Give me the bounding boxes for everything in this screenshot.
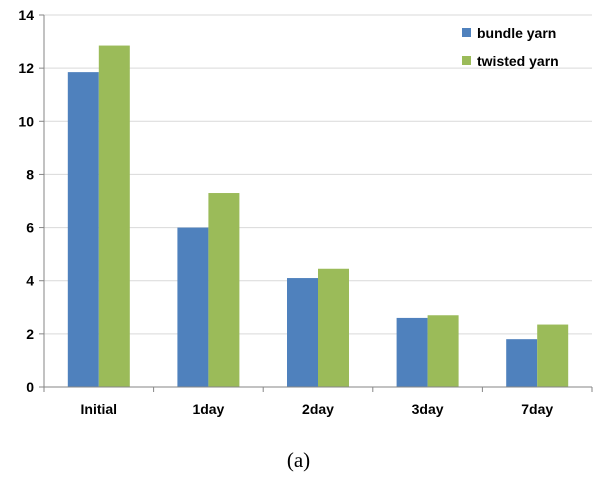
bar-twisted-yarn-Initial xyxy=(98,45,130,388)
bar-twisted-yarn-7day xyxy=(537,324,569,387)
y-tick-label-14: 14 xyxy=(18,7,34,23)
legend: bundle yarn twisted yarn xyxy=(462,25,559,69)
y-tick-label-6: 6 xyxy=(26,220,34,236)
y-tick-label-10: 10 xyxy=(18,113,34,129)
legend-label-twisted-yarn: twisted yarn xyxy=(477,53,559,69)
y-tick-label-8: 8 xyxy=(26,166,34,182)
bars xyxy=(67,45,569,388)
y-tick-labels: 0 2 4 6 8 10 12 14 xyxy=(18,7,34,395)
bar-bundle-yarn-7day xyxy=(506,339,538,387)
bar-bundle-yarn-3day xyxy=(396,317,428,387)
axes xyxy=(39,14,593,392)
x-tick-label-1day: 1day xyxy=(192,401,224,417)
chart: 0 2 4 6 8 10 12 14 Initial 1day 2day 3day 7day bund… xyxy=(18,7,593,417)
y-tick-label-2: 2 xyxy=(26,326,34,342)
bar-bundle-yarn-1day xyxy=(177,227,209,387)
legend-swatch-bundle-yarn xyxy=(462,28,471,37)
y-tick-label-12: 12 xyxy=(18,60,34,76)
legend-label-bundle-yarn: bundle yarn xyxy=(477,25,556,41)
legend-swatch-twisted-yarn xyxy=(462,56,471,65)
x-tick-label-7day: 7day xyxy=(521,401,553,417)
bar-bundle-yarn-2day xyxy=(287,278,318,387)
y-tick-label-0: 0 xyxy=(26,379,34,395)
x-tick-label-3day: 3day xyxy=(412,401,444,417)
bar-twisted-yarn-2day xyxy=(318,268,349,387)
x-tick-label-2day: 2day xyxy=(302,401,334,417)
y-tick-label-4: 4 xyxy=(26,273,34,289)
x-tick-labels: Initial 1day 2day 3day 7day xyxy=(81,401,554,417)
bar-bundle-yarn-Initial xyxy=(67,72,99,387)
figure-caption: (a) xyxy=(286,448,311,472)
gridlines xyxy=(44,14,592,335)
bar-twisted-yarn-3day xyxy=(427,315,459,387)
bar-twisted-yarn-1day xyxy=(208,193,240,387)
x-tick-label-Initial: Initial xyxy=(81,401,118,417)
